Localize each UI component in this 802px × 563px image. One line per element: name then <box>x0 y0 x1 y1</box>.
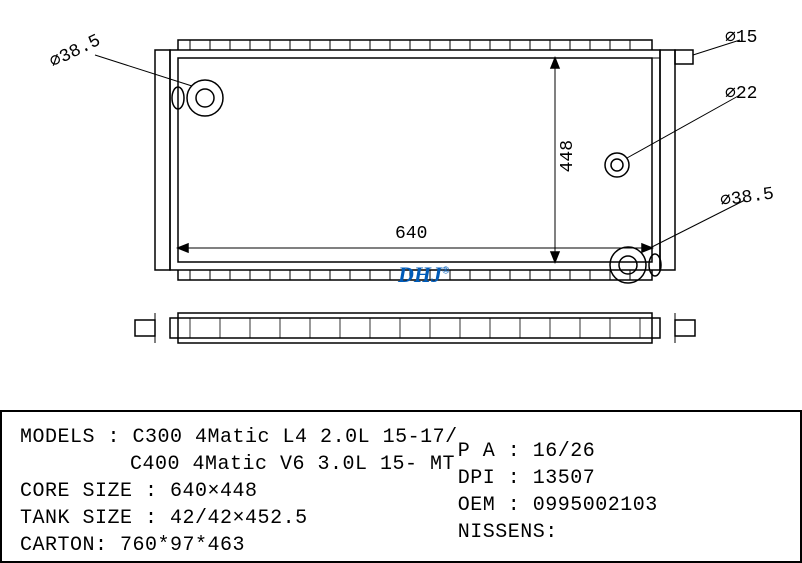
oem-value: 0995002103 <box>533 494 658 517</box>
diameter-top-right-label: ∅15 <box>725 26 757 48</box>
brand-logo: DHJ® <box>398 262 449 288</box>
specifications-table: MODELS : C300 4Matic L4 2.0L 15-17/ C400… <box>0 410 802 563</box>
carton-value: 760*97*463 <box>120 534 245 557</box>
pa-value: 16/26 <box>533 440 596 463</box>
dpi-value: 13507 <box>533 467 596 490</box>
models-line2: C400 4Matic V6 3.0L 15- MT <box>130 453 455 476</box>
radiator-svg <box>0 0 802 410</box>
oem-label: OEM : <box>458 494 521 517</box>
diameter-mid-right-label: ∅22 <box>725 82 757 104</box>
core-size-label: CORE SIZE : <box>20 480 158 503</box>
height-dimension-label: 448 <box>558 140 578 172</box>
technical-drawing: 640 448 ∅15 ∅22 ∅38.5 ∅38.5 DHJ® <box>0 0 802 410</box>
tank-size-value: 42/42×452.5 <box>170 507 308 530</box>
core-size-value: 640×448 <box>170 480 258 503</box>
pa-label: P A : <box>458 440 521 463</box>
nissens-label: NISSENS: <box>458 521 558 544</box>
spec-left-column: MODELS : C300 4Matic L4 2.0L 15-17/ C400… <box>20 424 458 549</box>
spec-right-column: P A : 16/26 DPI : 13507 OEM : 0995002103… <box>458 424 782 549</box>
dpi-label: DPI : <box>458 467 521 490</box>
models-label: MODELS : <box>20 426 120 449</box>
models-line1: C300 4Matic L4 2.0L 15-17/ <box>133 426 458 449</box>
brand-logo-text: DHJ <box>398 262 442 287</box>
tank-size-label: TANK SIZE : <box>20 507 158 530</box>
width-dimension-label: 640 <box>395 224 427 244</box>
carton-label: CARTON: <box>20 534 108 557</box>
